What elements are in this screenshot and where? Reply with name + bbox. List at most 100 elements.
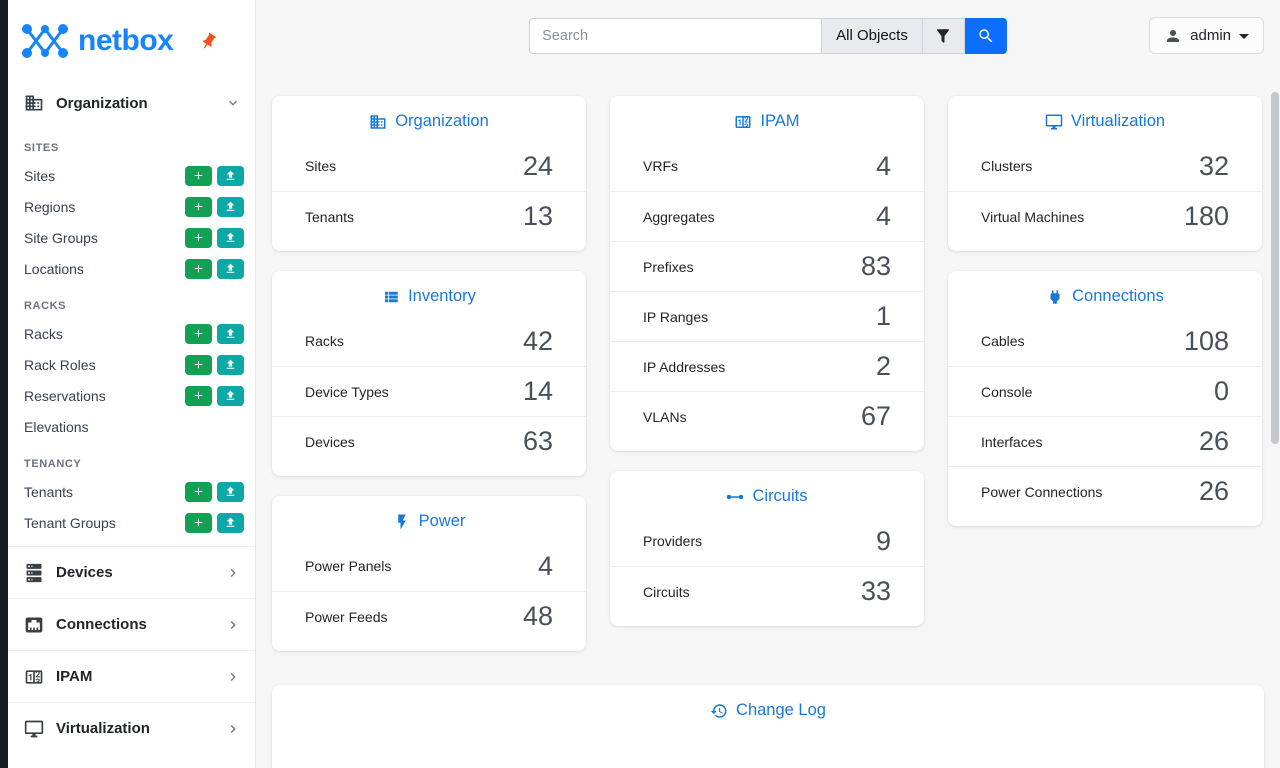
stat-value[interactable]: 13 bbox=[522, 201, 553, 231]
stat-value[interactable]: 108 bbox=[1183, 325, 1229, 356]
import-button[interactable] bbox=[217, 196, 244, 217]
stat-label[interactable]: Providers bbox=[643, 533, 703, 549]
stat-label[interactable]: Clusters bbox=[981, 158, 1033, 174]
stat-label[interactable]: Virtual Machines bbox=[981, 208, 1085, 225]
netbox-logo-text[interactable]: netbox bbox=[78, 24, 174, 57]
stat-label[interactable]: Cables bbox=[981, 333, 1025, 349]
sidebar-item-tenants[interactable]: Tenants bbox=[8, 476, 255, 507]
card-title[interactable]: Connections bbox=[1072, 287, 1164, 305]
stat-value[interactable]: 1 bbox=[875, 301, 891, 331]
sidebar-item-sites[interactable]: Sites bbox=[8, 160, 255, 191]
add-button[interactable] bbox=[185, 323, 212, 344]
add-button[interactable] bbox=[185, 512, 212, 533]
sidebar-item-elevations[interactable]: Elevations bbox=[8, 411, 255, 442]
add-button[interactable] bbox=[185, 354, 212, 375]
card-title[interactable]: Virtualization bbox=[1070, 112, 1166, 130]
stat-value[interactable]: 9 bbox=[875, 525, 891, 556]
sidebar-link[interactable]: Reservations bbox=[24, 387, 106, 404]
stat-label[interactable]: Racks bbox=[305, 333, 344, 349]
stat-label[interactable]: Console bbox=[981, 383, 1033, 400]
sidebar-link[interactable]: Sites bbox=[24, 167, 56, 184]
stat-value[interactable]: 0 bbox=[1213, 376, 1229, 406]
pin-sidebar-icon[interactable] bbox=[196, 28, 222, 54]
add-button[interactable] bbox=[185, 196, 212, 217]
sidebar-group-organization[interactable]: Organization bbox=[8, 80, 255, 126]
import-button[interactable] bbox=[217, 354, 244, 375]
search-submit-button[interactable] bbox=[964, 17, 1007, 54]
sidebar-group-connections[interactable]: Connections bbox=[8, 598, 255, 650]
sidebar-item-regions[interactable]: Regions bbox=[8, 191, 255, 222]
stat-label[interactable]: Circuits bbox=[643, 583, 690, 600]
stat-label[interactable]: Device Types bbox=[305, 383, 389, 400]
stat-value[interactable]: 67 bbox=[860, 401, 891, 431]
stat-value[interactable]: 24 bbox=[522, 150, 553, 181]
stat-value[interactable]: 33 bbox=[860, 576, 891, 606]
sidebar-link[interactable]: Elevations bbox=[24, 418, 89, 435]
filter-button[interactable] bbox=[922, 17, 965, 54]
stat-label[interactable]: Sites bbox=[305, 158, 337, 174]
user-menu-button[interactable]: admin bbox=[1149, 17, 1264, 54]
sidebar-link[interactable]: Locations bbox=[24, 260, 84, 277]
stat-value[interactable]: 83 bbox=[860, 251, 891, 281]
sidebar-item-racks[interactable]: Racks bbox=[8, 318, 255, 349]
stat-value[interactable]: 14 bbox=[522, 376, 553, 406]
import-button[interactable] bbox=[217, 258, 244, 279]
stat-value[interactable]: 4 bbox=[537, 550, 553, 581]
stat-label[interactable]: Power Connections bbox=[981, 483, 1103, 500]
stat-label[interactable]: Tenants bbox=[305, 208, 355, 225]
add-button[interactable] bbox=[185, 385, 212, 406]
stat-value[interactable]: 4 bbox=[875, 150, 891, 181]
import-button[interactable] bbox=[217, 165, 244, 186]
sidebar-link[interactable]: Rack Roles bbox=[24, 356, 96, 373]
stat-label[interactable]: Prefixes bbox=[643, 258, 694, 275]
stat-value[interactable]: 42 bbox=[522, 325, 553, 356]
stat-value[interactable]: 32 bbox=[1198, 150, 1229, 181]
stat-value[interactable]: 48 bbox=[522, 601, 553, 631]
sidebar-group-virtualization[interactable]: Virtualization bbox=[8, 702, 255, 754]
sidebar-group-ipam[interactable]: IPAM bbox=[8, 650, 255, 702]
sidebar-link[interactable]: Regions bbox=[24, 198, 76, 215]
card-title[interactable]: Power bbox=[418, 512, 466, 530]
sidebar-link[interactable]: Tenants bbox=[24, 483, 74, 500]
stat-label[interactable]: IP Addresses bbox=[643, 358, 726, 375]
stat-value[interactable]: 26 bbox=[1198, 476, 1229, 506]
search-input[interactable] bbox=[529, 17, 822, 54]
stat-label[interactable]: Power Panels bbox=[305, 558, 392, 574]
card-title[interactable]: Inventory bbox=[408, 287, 476, 305]
sidebar-item-site-groups[interactable]: Site Groups bbox=[8, 222, 255, 253]
card-title[interactable]: Change Log bbox=[736, 701, 826, 719]
sidebar-link[interactable]: Site Groups bbox=[24, 229, 98, 246]
stat-label[interactable]: IP Ranges bbox=[643, 308, 709, 325]
sidebar-item-tenant-groups[interactable]: Tenant Groups bbox=[8, 507, 255, 538]
stat-value[interactable]: 180 bbox=[1183, 201, 1229, 231]
add-button[interactable] bbox=[185, 227, 212, 248]
object-type-selector[interactable]: All Objects bbox=[821, 17, 923, 54]
sidebar-item-rack-roles[interactable]: Rack Roles bbox=[8, 349, 255, 380]
import-button[interactable] bbox=[217, 227, 244, 248]
add-button[interactable] bbox=[185, 481, 212, 502]
sidebar-link[interactable]: Tenant Groups bbox=[24, 514, 116, 531]
stat-value[interactable]: 4 bbox=[875, 201, 891, 231]
scrollbar-thumb[interactable] bbox=[1271, 92, 1279, 444]
stat-label[interactable]: Interfaces bbox=[981, 433, 1043, 450]
add-button[interactable] bbox=[185, 258, 212, 279]
add-button[interactable] bbox=[185, 165, 212, 186]
import-button[interactable] bbox=[217, 323, 244, 344]
sidebar-link[interactable]: Racks bbox=[24, 325, 63, 342]
netbox-logo-icon[interactable] bbox=[18, 19, 72, 63]
stat-value[interactable]: 2 bbox=[875, 351, 891, 381]
stat-value[interactable]: 26 bbox=[1198, 426, 1229, 456]
stat-label[interactable]: Devices bbox=[305, 433, 355, 450]
card-title[interactable]: Circuits bbox=[752, 487, 808, 505]
card-title[interactable]: IPAM bbox=[760, 112, 800, 130]
stat-value[interactable]: 63 bbox=[522, 426, 553, 456]
sidebar-item-reservations[interactable]: Reservations bbox=[8, 380, 255, 411]
card-title[interactable]: Organization bbox=[395, 112, 489, 130]
import-button[interactable] bbox=[217, 385, 244, 406]
sidebar-item-locations[interactable]: Locations bbox=[8, 253, 255, 284]
import-button[interactable] bbox=[217, 512, 244, 533]
sidebar-group-devices[interactable]: Devices bbox=[8, 546, 255, 598]
import-button[interactable] bbox=[217, 481, 244, 502]
stat-label[interactable]: Power Feeds bbox=[305, 608, 388, 625]
stat-label[interactable]: VRFs bbox=[643, 158, 678, 174]
